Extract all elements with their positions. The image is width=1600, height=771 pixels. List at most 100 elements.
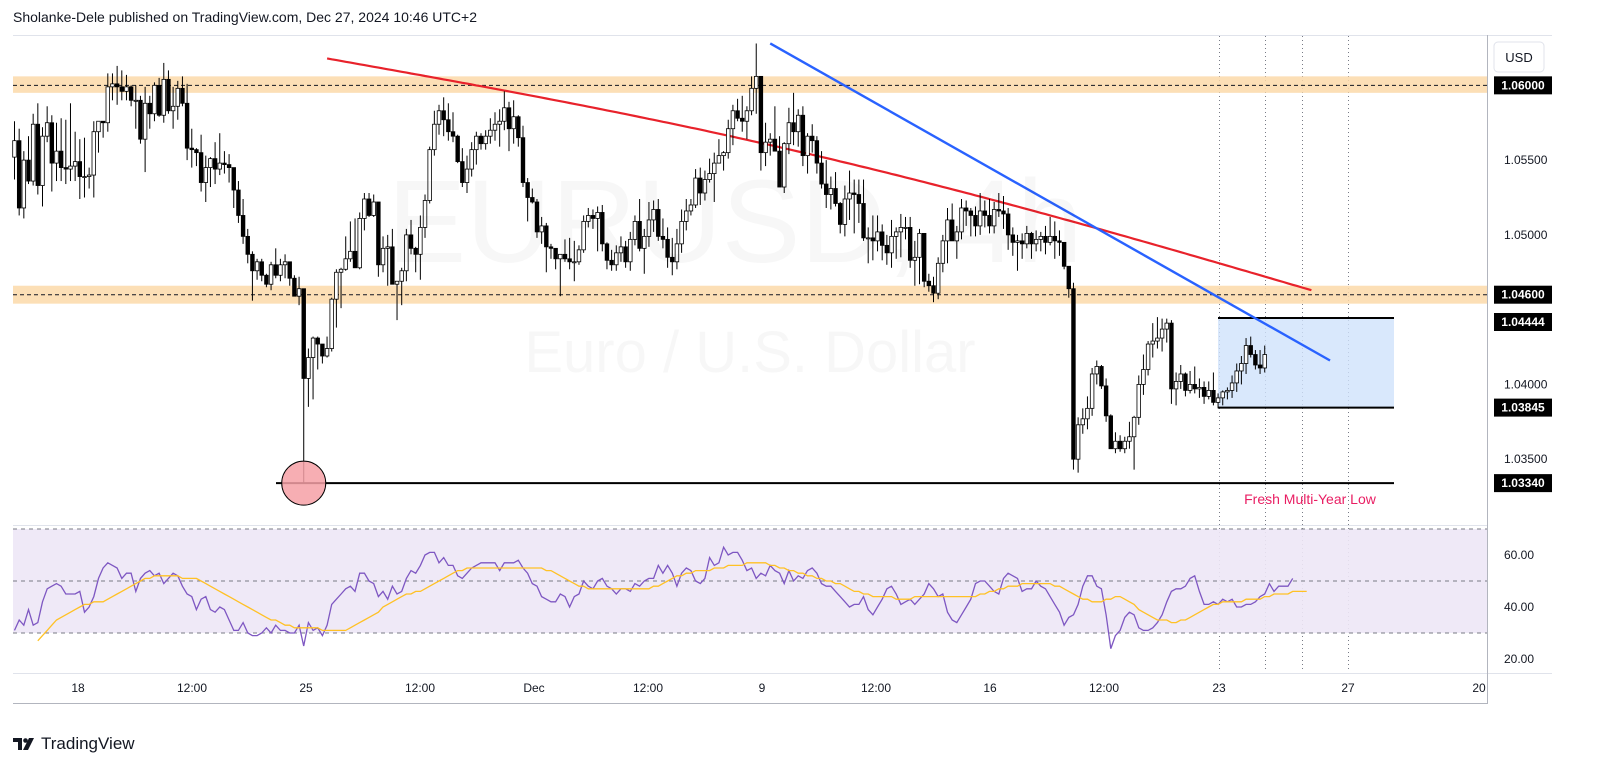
bullish-candle <box>1234 370 1239 384</box>
bullish-candle <box>977 210 983 227</box>
bullish-candle <box>651 209 656 221</box>
bearish-candle <box>604 243 610 261</box>
bearish-candle <box>1029 232 1034 245</box>
tradingview-footer[interactable]: TradingView <box>13 734 135 754</box>
price-label-box <box>1494 76 1552 95</box>
bearish-candle <box>1099 366 1104 387</box>
bearish-candle <box>63 167 69 170</box>
bearish-candle <box>366 198 372 216</box>
bullish-candle <box>497 120 502 125</box>
bearish-candle <box>637 221 642 249</box>
bearish-candle <box>600 212 605 245</box>
bearish-candle <box>1066 265 1071 290</box>
bullish-candle <box>436 110 442 125</box>
bullish-candle <box>642 235 647 249</box>
bullish-candle <box>469 149 474 170</box>
bullish-candle <box>618 246 624 254</box>
bearish-candle <box>1061 241 1067 267</box>
bearish-candle <box>758 75 764 154</box>
bullish-candle <box>954 231 960 242</box>
bullish-candle <box>170 105 176 112</box>
bullish-candle <box>842 198 848 225</box>
bullish-candle <box>310 337 316 358</box>
bearish-candle <box>1005 213 1011 236</box>
bearish-candle <box>226 164 232 168</box>
bullish-candle <box>763 141 768 154</box>
bullish-candle <box>1075 424 1081 460</box>
price-tick-label: 1.04000 <box>1504 377 1548 391</box>
bearish-candle <box>660 235 666 240</box>
bullish-candle <box>30 123 36 182</box>
bearish-candle <box>973 215 978 227</box>
watermark-symbol: EURUSD, 4h <box>387 156 1082 288</box>
bullish-candle <box>744 110 750 122</box>
bullish-candle <box>912 256 918 261</box>
bearish-candle <box>212 158 218 170</box>
bearish-candle <box>156 84 162 116</box>
annotations <box>281 460 327 506</box>
bullish-candle <box>282 261 288 266</box>
level-lines: Fresh Multi-Year Low <box>276 482 1394 507</box>
bearish-candle <box>810 135 815 142</box>
bearish-candle <box>879 231 885 246</box>
bearish-candle <box>245 235 250 255</box>
bullish-candle <box>105 86 110 124</box>
bearish-candle <box>1052 235 1057 242</box>
bearish-candle <box>446 119 451 133</box>
bearish-candle <box>698 177 703 194</box>
bearish-candle <box>119 86 124 92</box>
bullish-candle <box>1080 418 1085 426</box>
bullish-candle <box>991 209 997 227</box>
bullish-candle <box>334 271 339 300</box>
bearish-candle <box>1071 288 1076 460</box>
bullish-candle <box>614 252 619 266</box>
bearish-candle <box>1019 240 1025 245</box>
bullish-candle <box>217 162 222 170</box>
bullish-candle <box>1085 407 1090 420</box>
time-axis-label: 12:00 <box>177 681 207 695</box>
bearish-candle <box>1257 364 1263 369</box>
bullish-candle <box>152 84 157 115</box>
bullish-candle <box>483 135 488 145</box>
bullish-candle <box>385 246 390 249</box>
bullish-candle <box>21 159 27 209</box>
time-axis-label: 9 <box>759 681 766 695</box>
bullish-candle <box>632 221 638 240</box>
bearish-candle <box>26 159 31 182</box>
bullish-candle <box>688 204 694 212</box>
moving-average-line <box>326 57 1312 292</box>
bullish-candle <box>1173 381 1179 390</box>
bullish-candle <box>1024 232 1030 245</box>
bearish-candle <box>530 197 535 203</box>
bullish-candle <box>329 298 334 349</box>
bearish-candle <box>49 122 55 164</box>
bullish-candle <box>1262 354 1267 369</box>
bearish-candle <box>128 86 134 101</box>
bullish-candle <box>1243 345 1249 364</box>
time-axis-label: 12:00 <box>405 681 435 695</box>
bullish-candle <box>940 240 946 264</box>
bearish-candle <box>553 247 558 260</box>
bearish-candle <box>963 207 969 212</box>
bearish-candle <box>58 150 64 168</box>
currency-button[interactable] <box>1493 41 1545 73</box>
bullish-candle <box>702 179 708 194</box>
bullish-candle <box>464 168 470 183</box>
bearish-candle <box>520 137 526 183</box>
bullish-candle <box>124 86 129 92</box>
bearish-candle <box>138 99 143 140</box>
bullish-candle <box>12 140 17 158</box>
bearish-candle <box>1183 373 1188 391</box>
bearish-candle <box>1201 387 1207 397</box>
bullish-candle <box>1220 391 1225 399</box>
bullish-candle <box>1131 416 1137 438</box>
bullish-candle <box>721 152 726 157</box>
low-marker-circle <box>281 460 327 506</box>
bullish-candle <box>847 192 852 200</box>
bearish-candle <box>1169 322 1174 390</box>
bearish-candle <box>567 258 572 263</box>
bearish-candle <box>800 114 806 157</box>
bullish-candle <box>805 135 810 157</box>
